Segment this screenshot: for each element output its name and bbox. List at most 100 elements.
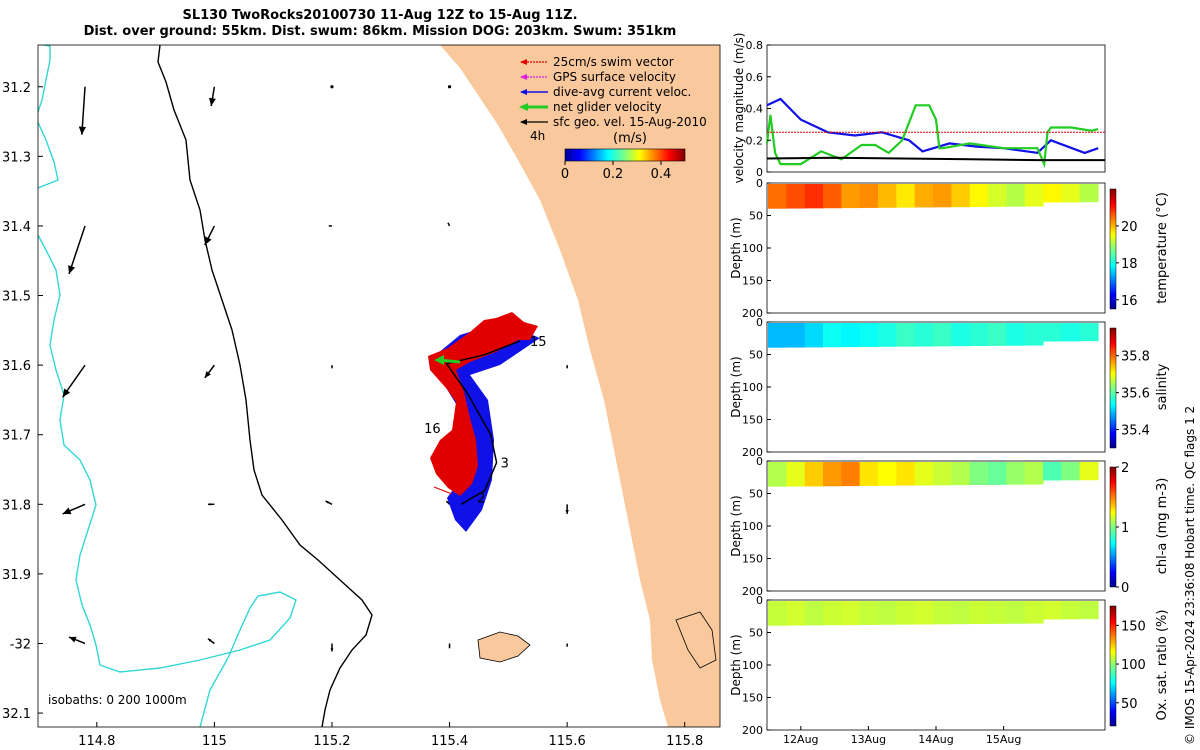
section-y-tick-label: 150 bbox=[742, 275, 763, 288]
section-cell bbox=[1061, 184, 1081, 203]
section-temperature-section: 0 50 100 150 200 Depth (m) 16 18 20 temperature (… bbox=[729, 177, 1170, 320]
section-colorbar-tick-label: 100 bbox=[1121, 658, 1146, 673]
map-x-tick-label: 115.8 bbox=[666, 734, 703, 749]
swim-arrow bbox=[433, 486, 453, 495]
section-colorbar-tick-label: 35.6 bbox=[1121, 387, 1150, 402]
section-colorbar-label: Ox. sat. ratio (%) bbox=[1155, 610, 1170, 721]
section-cell bbox=[878, 184, 897, 208]
section-cell bbox=[841, 462, 861, 487]
geo-vector bbox=[330, 643, 334, 652]
velocity-series bbox=[765, 97, 1105, 169]
velocity-y-tick-label: 0 bbox=[756, 166, 763, 179]
legend-net-head bbox=[519, 103, 528, 111]
section-cell bbox=[786, 184, 806, 209]
legend-swim-head bbox=[520, 59, 527, 65]
time-axis: 12Aug 13Aug 14Aug 15Aug bbox=[783, 726, 1021, 746]
map-x-tick-label: 115.6 bbox=[549, 734, 586, 749]
section-cell bbox=[859, 323, 879, 347]
map-y-tick-label: 31.3 bbox=[2, 150, 31, 165]
section-ylabel: Depth (m) bbox=[729, 634, 743, 695]
section-cell bbox=[823, 462, 842, 487]
section-cell bbox=[786, 323, 806, 348]
section-salinity-section: 0 50 100 150 200 Depth (m) 35.4 35.6 35.8 salinit… bbox=[729, 316, 1170, 459]
section-y-tick-label: 200 bbox=[742, 446, 763, 459]
legend-geo-label: sfc geo. vel. 15-Aug-2010 bbox=[553, 115, 707, 129]
section-cell bbox=[933, 462, 952, 486]
section-cell bbox=[841, 323, 861, 348]
section-colorbar-label: chl-a (mg m-3) bbox=[1155, 478, 1170, 575]
section-y-tick-label: 100 bbox=[742, 659, 763, 672]
section-cell bbox=[859, 184, 879, 208]
section-cell bbox=[859, 601, 879, 625]
map-colorbar bbox=[564, 148, 686, 162]
section-cell bbox=[768, 323, 787, 348]
map-y-tick-label: 31.2 bbox=[2, 81, 31, 96]
velocity-frame bbox=[766, 44, 1106, 173]
section-colorbar-tick-label: 50 bbox=[1121, 697, 1138, 712]
geo-vector bbox=[445, 500, 451, 505]
section-colorbar bbox=[1109, 466, 1117, 588]
island-garden bbox=[675, 611, 717, 669]
geo-vector bbox=[448, 643, 451, 649]
section-cell bbox=[804, 184, 824, 209]
section-colorbar-label: temperature (°C) bbox=[1155, 192, 1170, 304]
section-cell bbox=[1061, 601, 1081, 620]
section-cell bbox=[1061, 462, 1081, 481]
section-colorbar-tick-label: 20 bbox=[1121, 220, 1138, 235]
section-cell bbox=[786, 462, 806, 487]
section-cell bbox=[804, 323, 824, 348]
geo-vector bbox=[331, 365, 333, 369]
section-cell bbox=[1024, 462, 1044, 485]
section-cell bbox=[841, 184, 861, 209]
geo-vector bbox=[204, 225, 216, 246]
velocity-y-tick-label: 0.6 bbox=[746, 71, 764, 84]
net-velocity-head bbox=[434, 355, 444, 365]
section-cell bbox=[878, 462, 897, 486]
section-oxygen-section: 0 50 100 150 200 Depth (m) 50 100 150 Ox. sat. ra… bbox=[729, 594, 1170, 737]
map-colorbar-tick-label: 0 bbox=[561, 167, 569, 182]
section-cell bbox=[823, 184, 842, 209]
section-cell bbox=[1061, 323, 1081, 342]
map-colorbar-tick-label: 0.2 bbox=[603, 167, 624, 182]
section-cell bbox=[933, 601, 952, 625]
track-line bbox=[445, 340, 521, 505]
geo-vector bbox=[207, 503, 215, 506]
track-day-labels: 15 16 3 2 bbox=[424, 335, 546, 507]
section-cell bbox=[804, 601, 824, 626]
section-cell bbox=[768, 184, 787, 209]
geo-vector bbox=[209, 86, 216, 107]
time-tick-label: 15Aug bbox=[986, 733, 1021, 746]
track-day-label: 15 bbox=[530, 335, 547, 350]
geo-vector bbox=[566, 365, 568, 369]
velocity-y-tick-label: 0.8 bbox=[746, 39, 764, 52]
swim-vector-fill bbox=[428, 312, 538, 496]
section-y-tick-label: 150 bbox=[742, 692, 763, 705]
title-line-1: SL130 TwoRocks20100730 11-Aug 12Z to 15-… bbox=[182, 8, 578, 23]
geo-vector bbox=[204, 364, 215, 379]
section-colorbar-tick-label: 0 bbox=[1121, 581, 1129, 596]
map-colorbar-ticks: 0 0.2 0.4 bbox=[561, 161, 671, 182]
map-colorbar-tick-label: 0.4 bbox=[651, 167, 672, 182]
section-y-tick-label: 200 bbox=[742, 307, 763, 320]
velocity-panel: 0 0.2 0.4 0.6 0.8 velocity magnitude (m/s) bbox=[732, 33, 1106, 183]
section-cell bbox=[969, 462, 989, 486]
section-cell bbox=[768, 601, 787, 626]
section-colorbar-tick-label: 150 bbox=[1121, 619, 1146, 634]
section-cell bbox=[951, 323, 971, 347]
section-cell bbox=[1024, 601, 1044, 624]
section-y-tick-label: 100 bbox=[742, 242, 763, 255]
title-line-2: Dist. over ground: 55km. Dist. swum: 86k… bbox=[83, 24, 677, 39]
time-tick-label: 13Aug bbox=[851, 733, 886, 746]
velocity-y-axis: 0 0.2 0.4 0.6 0.8 bbox=[746, 39, 771, 179]
section-colorbar-label: salinity bbox=[1155, 363, 1170, 410]
section-cell bbox=[896, 323, 916, 347]
section-ylabel: Depth (m) bbox=[729, 495, 743, 556]
section-cell bbox=[1079, 184, 1099, 203]
section-y-tick-label: 100 bbox=[742, 520, 763, 533]
section-cell bbox=[1043, 184, 1062, 203]
section-cell bbox=[933, 323, 952, 347]
geo-vector bbox=[447, 85, 452, 89]
geo-vector bbox=[330, 85, 334, 89]
